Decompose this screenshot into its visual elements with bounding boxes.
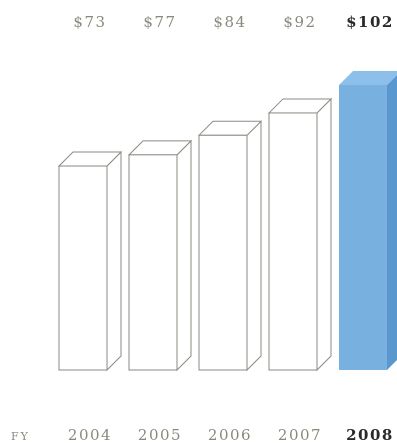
x-tick-label-2005: 2005 (138, 426, 182, 443)
bar-2004 (57, 150, 123, 372)
value-label-2004: $73 (73, 13, 106, 31)
bar-2008 (339, 71, 397, 370)
x-axis-group: FY 2004 2005 2006 2007 2008 (11, 426, 394, 443)
bar-2006 (197, 120, 263, 372)
bar-2007 (267, 97, 333, 372)
x-tick-label-2007: 2007 (278, 426, 322, 443)
bar-top-2008 (339, 71, 397, 85)
x-tick-label-2006: 2006 (208, 426, 252, 443)
bar-side-2005 (176, 139, 192, 372)
bar-front-2007 (268, 112, 318, 371)
bar-front-2004 (58, 165, 108, 371)
bars-group (57, 71, 397, 372)
value-label-2006: $84 (213, 13, 246, 31)
value-label-2005: $77 (143, 13, 176, 31)
value-label-2007: $92 (283, 13, 316, 31)
bar-side-2004 (106, 150, 122, 372)
bar-side-2007 (316, 97, 332, 372)
value-label-2008: $102 (346, 13, 394, 31)
bar-front-2006 (198, 134, 248, 371)
bar-2005 (127, 139, 193, 372)
x-axis-title: FY (11, 430, 30, 443)
x-tick-label-2004: 2004 (68, 426, 112, 443)
bar-side-2006 (246, 120, 262, 372)
bar-front-2008 (339, 85, 387, 370)
value-labels-group: $73 $77 $84 $92 $102 (73, 13, 394, 31)
x-tick-label-2008: 2008 (346, 426, 394, 443)
bar-side-2008 (387, 75, 397, 370)
bar-front-2005 (128, 154, 178, 371)
